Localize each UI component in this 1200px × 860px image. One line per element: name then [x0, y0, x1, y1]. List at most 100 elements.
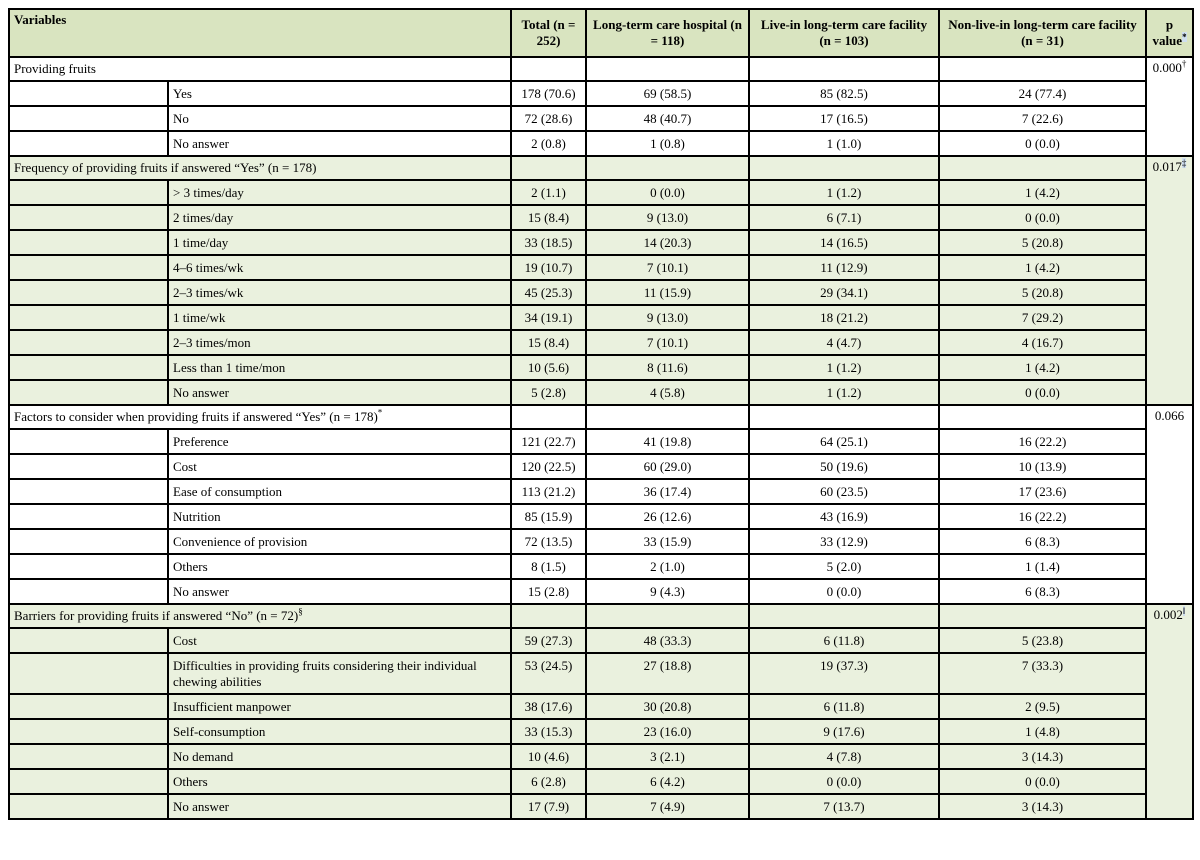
- row-indent-cell: [8, 229, 169, 256]
- value-cell: 178 (70.6): [510, 80, 587, 107]
- value-cell: 72 (13.5): [510, 528, 587, 555]
- row-indent-cell: [8, 717, 169, 745]
- p-value-footnote-mark: ‡: [1181, 157, 1187, 168]
- table-row: No demand 10 (4.6) 3 (2.1) 4 (7.8) 3 (14.3): [8, 742, 1193, 770]
- table-row: No 72 (28.6) 48 (40.7) 17 (16.5) 7 (22.6): [8, 105, 1193, 132]
- table-row: Others 6 (2.8) 6 (4.2) 0 (0.0) 0 (0.0): [8, 767, 1193, 795]
- section-header-row: Factors to consider when providing fruit…: [8, 404, 1194, 605]
- value-cell: 23 (16.0): [585, 717, 750, 745]
- row-indent-cell: [8, 428, 169, 455]
- value-cell: 0 (0.0): [938, 379, 1147, 406]
- col-header-live-in: Live-in long-term care facility (n = 103…: [748, 8, 940, 58]
- row-indent-cell: [8, 279, 169, 306]
- row-indent-cell: [8, 478, 169, 505]
- value-cell: 9 (13.0): [585, 304, 750, 331]
- p-header-line2: value: [1152, 33, 1183, 48]
- value-cell: 14 (16.5): [748, 229, 940, 256]
- p-value-text: 0.066: [1154, 408, 1185, 423]
- value-cell: 17 (7.9): [510, 792, 587, 820]
- value-cell: 2 (1.0): [585, 553, 750, 580]
- row-indent-cell: [8, 627, 169, 654]
- value-cell: 1 (1.2): [748, 354, 940, 381]
- table-row: 2–3 times/wk 45 (25.3) 11 (15.9) 29 (34.1) 5…: [8, 279, 1193, 306]
- value-cell: 34 (19.1): [510, 304, 587, 331]
- row-indent-cell: [8, 254, 169, 281]
- value-cell: 0 (0.0): [748, 578, 940, 605]
- table-row: No answer 17 (7.9) 7 (4.9) 7 (13.7) 3 (14.3): [8, 792, 1193, 820]
- section-title-text: Factors to consider when providing fruit…: [14, 409, 378, 424]
- row-label-cell: No answer: [167, 379, 512, 406]
- value-cell: 30 (20.8): [585, 692, 750, 720]
- value-cell: 14 (20.3): [585, 229, 750, 256]
- value-cell: 43 (16.9): [748, 503, 940, 530]
- value-cell: 72 (28.6): [510, 105, 587, 132]
- value-cell: 6 (7.1): [748, 204, 940, 231]
- row-label-cell: Less than 1 time/mon: [167, 354, 512, 381]
- row-label-cell: Insufficient manpower: [167, 692, 512, 720]
- value-cell: 9 (4.3): [585, 578, 750, 605]
- row-indent-cell: [8, 767, 169, 795]
- value-cell: 7 (29.2): [938, 304, 1147, 331]
- row-indent-cell: [8, 453, 169, 480]
- value-cell: 60 (29.0): [585, 453, 750, 480]
- section-title-text: Frequency of providing fruits if answere…: [14, 160, 317, 175]
- empty-cell: [748, 155, 940, 181]
- value-cell: 7 (22.6): [938, 105, 1147, 132]
- col-header-total: Total (n = 252): [510, 8, 587, 58]
- section-title-cell: Frequency of providing fruits if answere…: [8, 155, 512, 181]
- row-indent-cell: [8, 204, 169, 231]
- row-label-cell: Ease of consumption: [167, 478, 512, 505]
- row-label-cell: Nutrition: [167, 503, 512, 530]
- value-cell: 33 (15.9): [585, 528, 750, 555]
- value-cell: 29 (34.1): [748, 279, 940, 306]
- row-label-cell: Cost: [167, 627, 512, 654]
- section-title-footnote-mark: §: [298, 606, 303, 617]
- value-cell: 121 (22.7): [510, 428, 587, 455]
- empty-cell: [585, 155, 750, 181]
- table-row: Yes 178 (70.6) 69 (58.5) 85 (82.5) 24 (77.4): [8, 80, 1193, 107]
- empty-cell: [510, 56, 587, 82]
- value-cell: 33 (18.5): [510, 229, 587, 256]
- row-label-cell: 2–3 times/wk: [167, 279, 512, 306]
- row-label-cell: 1 time/wk: [167, 304, 512, 331]
- p-value-cell: 0.002‖: [1145, 603, 1194, 820]
- table-row: 2–3 times/mon 15 (8.4) 7 (10.1) 4 (4.7) 4 (1…: [8, 329, 1193, 356]
- row-label-cell: Cost: [167, 453, 512, 480]
- value-cell: 1 (1.2): [748, 379, 940, 406]
- row-label-cell: 4–6 times/wk: [167, 254, 512, 281]
- value-cell: 19 (37.3): [748, 652, 940, 695]
- table-row: Convenience of provision 72 (13.5) 33 (15.…: [8, 528, 1193, 555]
- row-indent-cell: [8, 692, 169, 720]
- row-label-cell: 2 times/day: [167, 204, 512, 231]
- value-cell: 1 (4.8): [938, 717, 1147, 745]
- value-cell: 18 (21.2): [748, 304, 940, 331]
- table-row: No answer 15 (2.8) 9 (4.3) 0 (0.0) 6 (8.3): [8, 578, 1193, 605]
- p-value-text: 0.000: [1152, 60, 1182, 75]
- value-cell: 6 (4.2): [585, 767, 750, 795]
- value-cell: 16 (22.2): [938, 428, 1147, 455]
- empty-cell: [938, 56, 1147, 82]
- header-row: Variables Total (n = 252) Long-term care…: [8, 8, 1194, 58]
- p-header-line1: p: [1165, 16, 1174, 32]
- value-cell: 50 (19.6): [748, 453, 940, 480]
- table-row: No answer 5 (2.8) 4 (5.8) 1 (1.2) 0 (0.0): [8, 379, 1193, 406]
- empty-cell: [510, 603, 587, 629]
- table-row: 4–6 times/wk 19 (10.7) 7 (10.1) 11 (12.9) 1 …: [8, 254, 1193, 281]
- value-cell: 59 (27.3): [510, 627, 587, 654]
- row-indent-cell: [8, 528, 169, 555]
- table-row: 1 time/day 33 (18.5) 14 (20.3) 14 (16.5) 5 (…: [8, 229, 1193, 256]
- value-cell: 48 (33.3): [585, 627, 750, 654]
- row-indent-cell: [8, 503, 169, 530]
- value-cell: 60 (23.5): [748, 478, 940, 505]
- value-cell: 33 (12.9): [748, 528, 940, 555]
- row-label-cell: Convenience of provision: [167, 528, 512, 555]
- section-header-row: Barriers for providing fruits if answere…: [8, 603, 1194, 820]
- empty-cell: [585, 56, 750, 82]
- value-cell: 6 (2.8): [510, 767, 587, 795]
- table-row: Cost 59 (27.3) 48 (33.3) 6 (11.8) 5 (23.8): [8, 627, 1193, 654]
- value-cell: 1 (4.2): [938, 179, 1147, 206]
- value-cell: 27 (18.8): [585, 652, 750, 695]
- value-cell: 0 (0.0): [938, 204, 1147, 231]
- value-cell: 0 (0.0): [938, 130, 1147, 157]
- value-cell: 48 (40.7): [585, 105, 750, 132]
